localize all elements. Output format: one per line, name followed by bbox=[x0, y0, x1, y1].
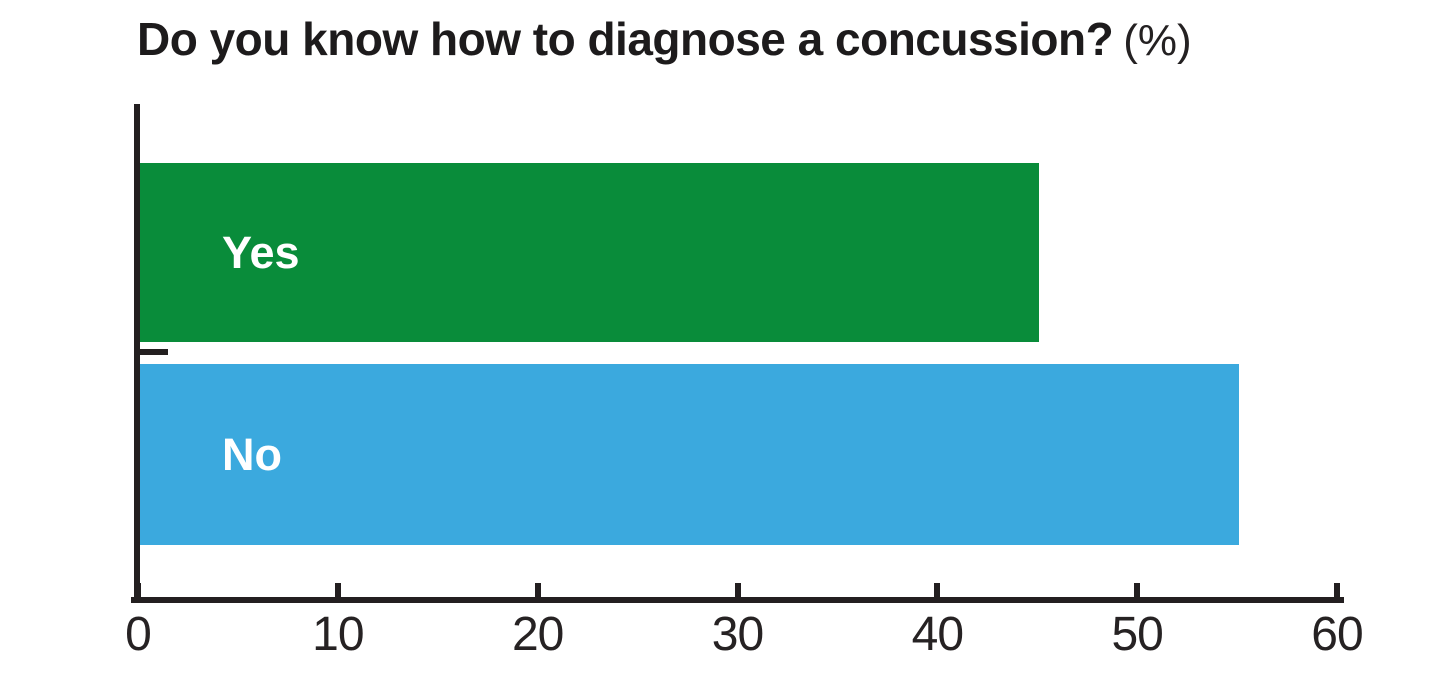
x-axis-tick-40 bbox=[934, 583, 941, 598]
bar-label-no: No bbox=[222, 428, 282, 480]
x-axis-tick-20 bbox=[534, 583, 541, 598]
chart-title-text: Do you know how to diagnose a concussion… bbox=[137, 13, 1114, 65]
x-axis-tick-30 bbox=[734, 583, 741, 598]
bar-no: No bbox=[140, 364, 1240, 545]
chart-title: Do you know how to diagnose a concussion… bbox=[137, 12, 1192, 66]
bar-label-yes: Yes bbox=[222, 226, 300, 278]
y-axis-tick bbox=[134, 349, 168, 355]
x-axis-line bbox=[131, 597, 1344, 603]
plot-area: Yes No 0 10 20 30 40 50 60 bbox=[125, 104, 1364, 661]
x-axis-tick-label-30: 30 bbox=[711, 608, 764, 661]
x-axis-tick-label-0: 0 bbox=[125, 608, 152, 661]
bar-yes: Yes bbox=[140, 163, 1040, 342]
x-axis-tick-0 bbox=[135, 583, 141, 598]
x-axis-tick-label-40: 40 bbox=[911, 608, 964, 661]
x-axis-tick-label-10: 10 bbox=[312, 608, 364, 661]
x-axis-tick-60 bbox=[1334, 583, 1340, 598]
x-axis-tick-10 bbox=[334, 583, 341, 598]
chart-title-unit: (%) bbox=[1123, 16, 1192, 65]
x-axis-tick-label-20: 20 bbox=[511, 608, 564, 661]
x-axis-tick-label-50: 50 bbox=[1111, 608, 1163, 661]
x-axis-tick-50 bbox=[1134, 583, 1141, 598]
x-axis-tick-label-60: 60 bbox=[1311, 608, 1363, 661]
